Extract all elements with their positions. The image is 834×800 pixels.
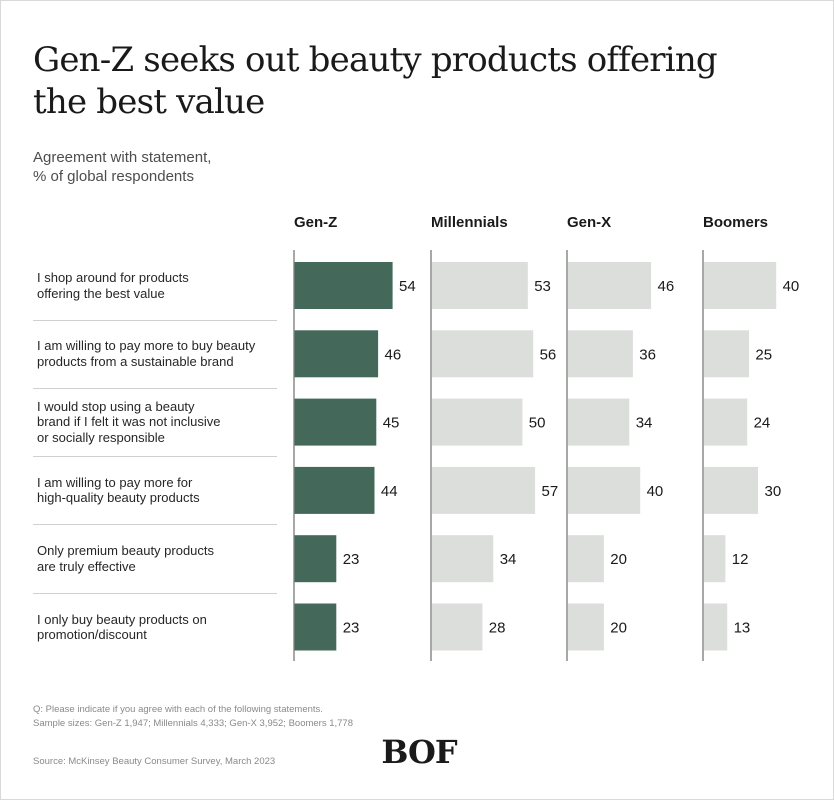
bar-boomers-2 (703, 398, 748, 446)
row-separator (33, 387, 277, 389)
bar-genz-4 (294, 535, 337, 583)
row-separator (33, 592, 277, 594)
row-label-4: Only premium beauty products are truly ef… (37, 529, 277, 588)
bar-genz-5 (294, 603, 337, 651)
bar-boomers-5 (703, 603, 728, 651)
footnote-sample-sizes: Sample sizes: Gen-Z 1,947; Millennials 4… (33, 718, 354, 729)
bar-genx-2 (567, 398, 630, 446)
row-label-0-line-0: I shop around for products (37, 270, 189, 285)
row-label-1-line-0: I am willing to pay more to buy beauty (37, 338, 256, 354)
value-label-boomers-3: 30 (765, 483, 782, 500)
value-label-millennials-4: 34 (500, 551, 517, 568)
row-label-0: I shop around for products offering the b… (37, 256, 277, 315)
row-label-3: I am willing to pay more for high-quality… (37, 461, 277, 520)
row-label-4-line-0: Only premium beauty products (37, 543, 215, 559)
row-label-5-line-0: I only buy beauty products on (37, 611, 207, 627)
bar-genx-0 (567, 262, 652, 309)
bar-genz-2 (294, 398, 377, 446)
value-label-genz-3: 44 (381, 483, 398, 500)
svg-text:BOF: BOF (381, 733, 458, 771)
bar-millennials-4 (431, 535, 494, 583)
value-label-millennials-2: 50 (529, 415, 546, 432)
bar-chart: 54 46 45 44 23 23 53 56 50 57 34 28 46 36 34 40 20 20 40 25… (293, 250, 800, 661)
subtitle-line-2: % of global respondents (33, 168, 194, 185)
bar-boomers-3 (703, 466, 758, 514)
bar-genx-4 (567, 535, 604, 583)
row-separator (33, 319, 277, 321)
bof-logo: BOF (381, 733, 459, 771)
bar-millennials-0 (431, 262, 528, 309)
value-label-genz-0: 54 (399, 278, 416, 295)
value-label-genx-1: 36 (639, 346, 656, 363)
value-label-boomers-5: 13 (734, 620, 751, 637)
value-label-genz-1: 46 (385, 346, 402, 363)
value-label-boomers-1: 25 (755, 346, 772, 363)
footnote-question: Q: Please indicate if you agree with eac… (33, 704, 323, 715)
column-header-boomers: Boomers (703, 214, 769, 231)
row-label-2-line-2: or socially responsible (37, 429, 165, 445)
bar-genz-1 (294, 330, 379, 378)
row-label-1: I am willing to pay more to buy beauty pr… (37, 324, 277, 383)
source-note: Source: McKinsey Beauty Consumer Survey,… (33, 756, 276, 767)
value-label-millennials-0: 53 (534, 278, 551, 295)
value-label-genx-0: 46 (658, 278, 675, 295)
row-label-2-line-1: brand if I felt it was not inclusive (37, 414, 221, 430)
bar-genx-5 (567, 603, 604, 651)
row-label-3-line-0: I am willing to pay more for (37, 474, 193, 490)
bar-boomers-1 (703, 330, 749, 378)
row-label-3-line-1: high-quality beauty products (37, 490, 200, 506)
bar-millennials-3 (431, 466, 536, 514)
value-label-genz-5: 23 (343, 620, 360, 637)
bar-boomers-4 (703, 535, 726, 583)
column-header-millennials: Millennials (431, 214, 508, 231)
bar-genx-1 (567, 330, 633, 378)
row-label-4-line-1: are truly effective (37, 558, 136, 574)
value-label-millennials-1: 56 (540, 346, 557, 363)
chart-title: Gen-Z seeks out beauty products offering… (33, 40, 718, 122)
value-label-boomers-2: 24 (754, 415, 771, 432)
bar-genx-3 (567, 466, 641, 514)
value-label-genx-2: 34 (636, 415, 653, 432)
value-label-boomers-0: 40 (783, 278, 800, 295)
row-label-0-line-1: offering the best value (37, 285, 165, 301)
bar-millennials-5 (431, 603, 483, 651)
bar-boomers-0 (703, 262, 777, 309)
row-label-5-line-1: promotion/discount (37, 627, 147, 642)
value-label-genx-5: 20 (610, 620, 627, 637)
row-label-5: I only buy beauty products on promotion/d… (37, 598, 277, 657)
value-label-genx-3: 40 (647, 483, 664, 500)
bar-millennials-1 (431, 330, 534, 378)
value-label-genz-4: 23 (343, 551, 360, 568)
value-label-millennials-5: 28 (489, 620, 506, 637)
column-header-genx: Gen-X (567, 214, 612, 231)
bar-millennials-2 (431, 398, 523, 446)
value-label-genz-2: 45 (383, 415, 400, 432)
bar-genz-0 (294, 262, 393, 309)
bar-genz-3 (294, 466, 375, 514)
subtitle-line-1: Agreement with statement, (33, 149, 212, 166)
row-separator (33, 456, 277, 458)
row-separator (33, 524, 277, 526)
value-label-millennials-3: 57 (542, 483, 559, 500)
column-header-genz: Gen-Z (294, 214, 338, 231)
row-label-2: I would stop using a beauty brand if I fe… (37, 393, 277, 452)
row-label-2-line-0: I would stop using a beauty (37, 398, 195, 414)
value-label-boomers-4: 12 (732, 551, 749, 568)
row-label-1-line-1: products from a sustainable brand (37, 353, 234, 369)
chart-subtitle: Agreement with statement, % of global re… (33, 148, 433, 186)
footnote: Q: Please indicate if you agree with eac… (33, 703, 373, 731)
value-label-genx-4: 20 (610, 551, 627, 568)
